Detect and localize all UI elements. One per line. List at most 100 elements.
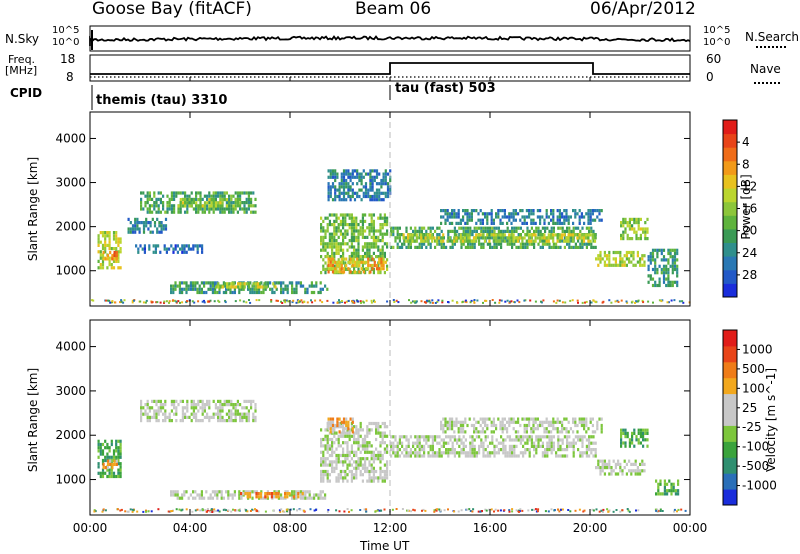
data-cell <box>359 425 362 429</box>
data-cell <box>111 462 114 466</box>
data-cell <box>578 215 581 219</box>
data-cell <box>179 191 182 195</box>
scatter-region-6 <box>327 417 354 434</box>
data-cell <box>346 431 349 435</box>
data-cell <box>588 454 591 458</box>
data-cell <box>396 454 399 458</box>
data-cell <box>99 449 102 453</box>
data-cell <box>371 263 374 268</box>
data-cell <box>329 423 332 428</box>
data-cell <box>156 230 159 234</box>
data-cell <box>494 236 498 240</box>
data-cell <box>535 229 538 233</box>
clutter-point <box>626 301 629 304</box>
data-cell <box>230 207 233 211</box>
data-cell <box>403 448 406 452</box>
data-cell <box>533 441 536 445</box>
data-cell <box>436 435 439 439</box>
clutter-point <box>422 508 425 511</box>
data-cell <box>482 226 485 230</box>
data-cell <box>333 226 336 230</box>
data-cell <box>489 229 492 233</box>
data-cell <box>480 438 483 442</box>
data-cell <box>353 198 357 202</box>
data-cell <box>469 451 472 455</box>
data-cell <box>252 419 255 423</box>
clutter-point <box>230 510 233 513</box>
data-cell <box>462 226 465 230</box>
data-cell <box>357 258 360 262</box>
data-cell <box>536 236 539 240</box>
data-cell <box>223 282 226 286</box>
data-cell <box>229 287 232 291</box>
data-cell <box>594 236 597 240</box>
clutter-point <box>359 300 362 303</box>
data-cell <box>522 229 525 233</box>
clutter-point <box>218 510 221 513</box>
data-cell <box>585 454 588 458</box>
data-cell <box>140 204 143 208</box>
data-cell <box>634 472 637 476</box>
y-tick-label: 4000 <box>55 340 86 354</box>
data-cell <box>97 243 100 247</box>
data-cell <box>179 210 182 214</box>
data-cell <box>587 427 590 431</box>
data-cell <box>324 284 327 288</box>
data-cell <box>339 223 342 227</box>
data-cell <box>257 492 260 496</box>
data-cell <box>522 438 525 442</box>
data-cell <box>366 248 369 252</box>
data-cell <box>333 232 336 236</box>
x-tick-label: 20:00 <box>573 521 608 535</box>
data-cell <box>211 281 214 285</box>
data-cell <box>194 287 197 291</box>
data-cell <box>324 242 327 246</box>
data-cell <box>370 235 373 239</box>
data-cell <box>373 175 376 179</box>
data-cell <box>479 423 482 428</box>
data-cell <box>344 457 347 461</box>
clutter-point <box>456 301 459 304</box>
data-cell <box>252 210 255 214</box>
clutter-point <box>365 299 368 302</box>
data-cell <box>375 194 379 199</box>
data-cell <box>592 239 595 243</box>
data-cell <box>160 230 163 234</box>
data-cell <box>547 221 550 225</box>
clutter-point <box>179 301 181 304</box>
data-cell <box>596 420 599 424</box>
scatter-region-6 <box>170 281 329 295</box>
data-cell <box>608 257 611 261</box>
data-cell <box>219 406 222 410</box>
data-cell <box>462 215 465 219</box>
data-cell <box>331 466 334 470</box>
data-cell <box>165 250 168 254</box>
data-cell <box>362 260 365 264</box>
clutter-point <box>673 299 676 302</box>
data-cell <box>418 441 421 445</box>
data-cell <box>589 209 592 213</box>
data-cell <box>644 438 647 442</box>
data-cell <box>378 267 381 271</box>
data-cell <box>386 466 389 470</box>
data-cell <box>370 476 373 480</box>
data-cell <box>484 435 487 439</box>
data-cell <box>482 245 485 249</box>
data-cell <box>201 207 204 211</box>
data-cell <box>275 492 278 496</box>
clutter-point <box>204 509 207 512</box>
data-cell <box>508 233 511 237</box>
data-cell <box>230 204 233 208</box>
data-cell <box>207 496 210 500</box>
data-cell <box>508 212 511 216</box>
data-cell <box>466 221 469 225</box>
data-cell <box>390 435 393 439</box>
data-cell <box>320 271 323 275</box>
data-cell <box>331 453 334 458</box>
data-cell <box>381 457 384 461</box>
data-cell <box>552 226 555 230</box>
data-cell <box>347 423 350 428</box>
clutter-point <box>476 299 479 302</box>
data-cell <box>381 216 384 220</box>
data-cell <box>479 417 482 421</box>
